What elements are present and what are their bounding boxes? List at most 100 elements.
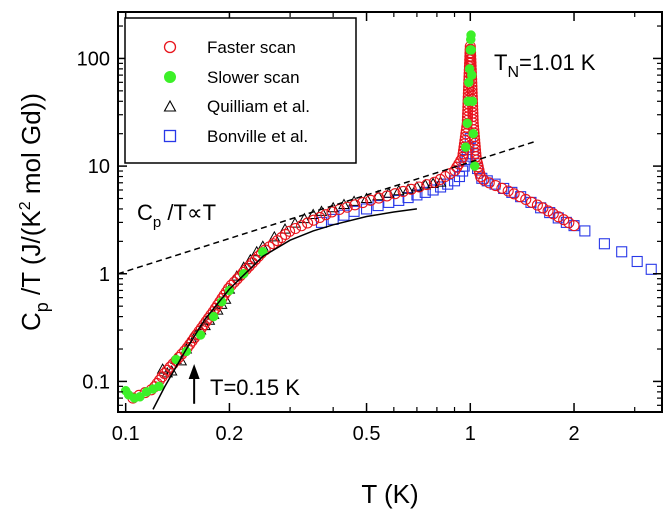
- data-point: [372, 189, 384, 201]
- data-point: [434, 176, 447, 187]
- data-point: [598, 238, 610, 250]
- plot-frame: [117, 11, 663, 413]
- data-point: [467, 96, 478, 107]
- data-point: [526, 196, 538, 208]
- data-point: [397, 185, 409, 198]
- power-law-dashed-line: [117, 140, 537, 275]
- x-tick-label-2: 0.5: [353, 423, 381, 445]
- data-point: [542, 205, 554, 217]
- y-tick-label-0: 0.1: [82, 371, 110, 393]
- data-point: [135, 392, 145, 402]
- data-point: [231, 273, 243, 285]
- neel-temperature-label: TN=1.01 K: [494, 50, 596, 81]
- data-point: [458, 160, 470, 172]
- data-point: [496, 182, 508, 194]
- data-point: [284, 225, 296, 237]
- data-point: [295, 220, 308, 232]
- data-point: [483, 177, 495, 189]
- data-point: [413, 181, 425, 193]
- data-point: [243, 260, 255, 272]
- arrow-head: [188, 364, 200, 380]
- data-point: [520, 193, 532, 205]
- legend: Faster scan Slower scan Quilliam et al. …: [124, 17, 357, 164]
- data-point: [579, 225, 591, 237]
- data-point: [563, 217, 575, 229]
- data-point: [381, 190, 393, 202]
- legend-label-faster-scan: Faster scan: [207, 38, 296, 57]
- data-point: [645, 263, 657, 275]
- data-point: [466, 45, 477, 55]
- fit-solid-line: [152, 208, 417, 410]
- data-point: [349, 199, 361, 211]
- data-point: [341, 201, 353, 213]
- data-point: [631, 255, 643, 268]
- y-tick-label-2: 10: [88, 156, 110, 178]
- data-point: [552, 211, 565, 223]
- data-point: [246, 257, 258, 269]
- axis-ticks: 0.1 0.2 0.5 1 2 0.1 1 10 100: [77, 12, 662, 445]
- legend-label-slower-scan: Slower scan: [207, 68, 300, 87]
- data-point: [616, 246, 628, 258]
- x-tick-label-4: 2: [568, 423, 579, 445]
- data-point: [154, 381, 164, 392]
- data-point: [460, 142, 471, 152]
- series-slower-scan: [120, 30, 480, 403]
- data-point: [428, 176, 440, 188]
- data-point: [468, 128, 479, 139]
- legend-label-bonville: Bonville et al.: [207, 127, 308, 146]
- data-point: [462, 118, 473, 129]
- data-point: [411, 189, 423, 201]
- legend-label-quilliam: Quilliam et al.: [207, 97, 310, 116]
- data-point: [326, 206, 338, 218]
- data-marks: [120, 30, 657, 404]
- data-point: [308, 214, 320, 226]
- x-tick-label-1: 0.2: [216, 423, 244, 445]
- data-point: [467, 70, 477, 80]
- data-point: [478, 174, 490, 186]
- data-point: [475, 171, 487, 183]
- data-point: [466, 30, 476, 40]
- x-tick-label-3: 1: [465, 423, 476, 445]
- data-point: [421, 179, 433, 191]
- data-point: [373, 192, 385, 204]
- data-point: [289, 222, 301, 235]
- legend-marker-quilliam: [163, 99, 177, 112]
- threshold-temperature-label: T=0.15 K: [210, 375, 300, 400]
- y-tick-label-1: 1: [99, 264, 110, 286]
- data-point: [357, 196, 369, 209]
- data-point: [547, 208, 559, 220]
- legend-item-bonville: Bonville et al.: [163, 127, 308, 146]
- data-point: [383, 196, 395, 208]
- data-point: [216, 296, 227, 307]
- proportionality-label: Cp /T∝T: [137, 200, 216, 231]
- data-point: [558, 214, 570, 226]
- y-axis-title: Cp /T (J/(K2 mol Gd)): [16, 93, 52, 331]
- x-axis-title: T (K): [361, 479, 418, 509]
- data-point: [365, 194, 377, 206]
- data-point: [508, 188, 520, 200]
- legend-box: [124, 17, 357, 164]
- data-point: [502, 185, 514, 197]
- data-point: [315, 205, 328, 216]
- data-point: [531, 199, 543, 211]
- series-faster-scan: [127, 40, 580, 404]
- data-point: [161, 364, 173, 376]
- threshold-arrow: [188, 364, 200, 404]
- legend-item-faster-scan: Faster scan: [163, 38, 296, 57]
- data-point: [514, 191, 526, 203]
- data-point: [228, 276, 240, 288]
- y-tick-label-3: 100: [77, 48, 110, 70]
- data-point: [320, 209, 332, 221]
- data-point: [469, 161, 480, 171]
- data-point: [238, 269, 249, 279]
- data-point: [333, 203, 345, 216]
- data-point: [208, 311, 219, 322]
- data-point: [195, 330, 206, 340]
- data-point: [314, 211, 326, 223]
- legend-item-slower-scan: Slower scan: [164, 68, 300, 87]
- data-point: [490, 180, 502, 192]
- data-point: [568, 220, 580, 232]
- legend-item-quilliam: Quilliam et al.: [163, 97, 310, 116]
- legend-marker-slower-scan: [164, 71, 176, 83]
